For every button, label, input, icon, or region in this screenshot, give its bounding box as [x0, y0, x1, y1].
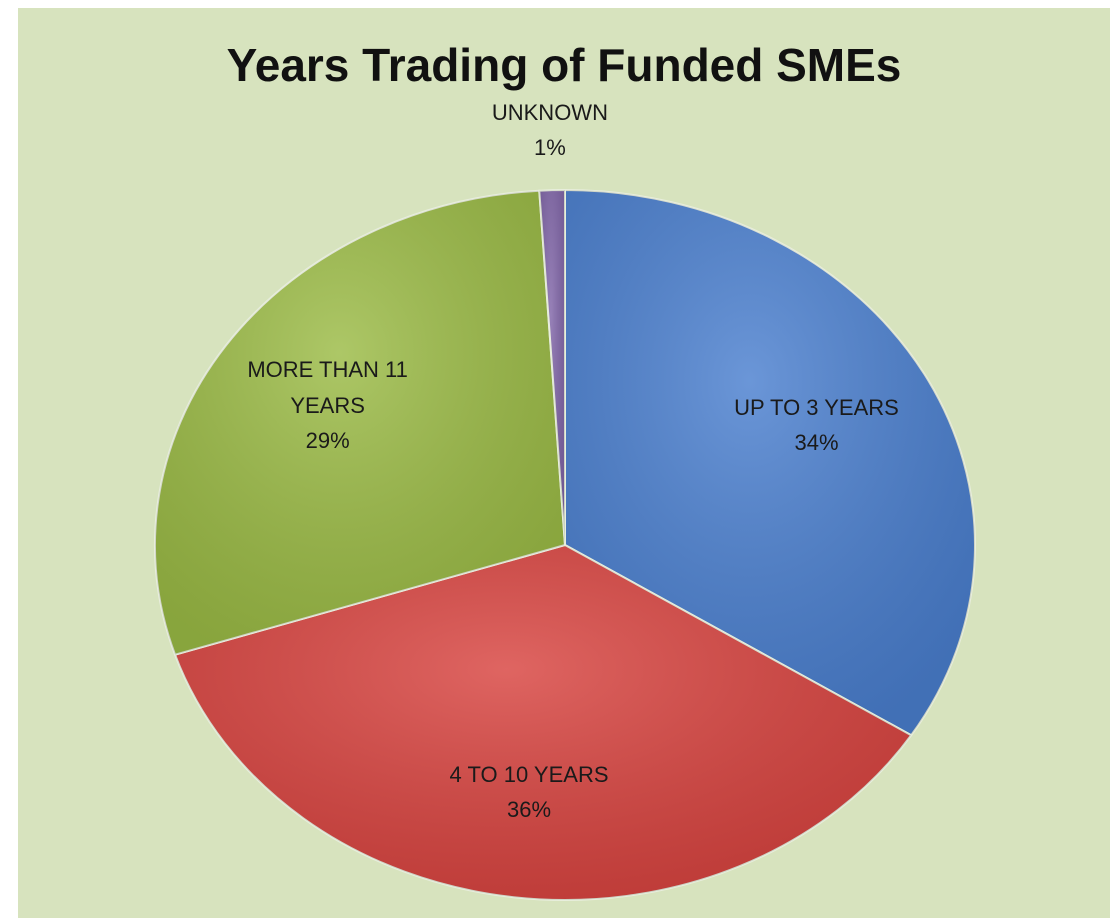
slice-label: UNKNOWN 1%	[455, 95, 645, 165]
chart-title: Years Trading of Funded SMEs	[226, 39, 902, 91]
category-label: MORE THAN 11 YEARS	[247, 357, 408, 418]
slice-shade	[539, 190, 565, 545]
slice-shade	[565, 190, 975, 736]
category-label: 4 TO 10 YEARS	[449, 761, 609, 787]
value-label: 36%	[506, 796, 552, 822]
slice-shade	[175, 545, 912, 900]
chart: Years Trading of Funded SMEs UP TO 3 YEA…	[18, 8, 1110, 918]
value-label: 29%	[305, 427, 350, 453]
slice-shade	[154, 190, 565, 655]
pie-area	[154, 188, 976, 901]
value-label: 34%	[794, 430, 839, 456]
category-label: UP TO 3 YEARS	[734, 395, 899, 421]
slice-label: 4 TO 10 YEARS 36%	[434, 756, 624, 826]
slice-label: UP TO 3 YEARS 34%	[722, 390, 912, 460]
category-label: UNKNOWN	[491, 99, 608, 125]
slice-label: MORE THAN 11 YEARS 29%	[233, 353, 423, 459]
value-label: 1%	[534, 134, 566, 160]
